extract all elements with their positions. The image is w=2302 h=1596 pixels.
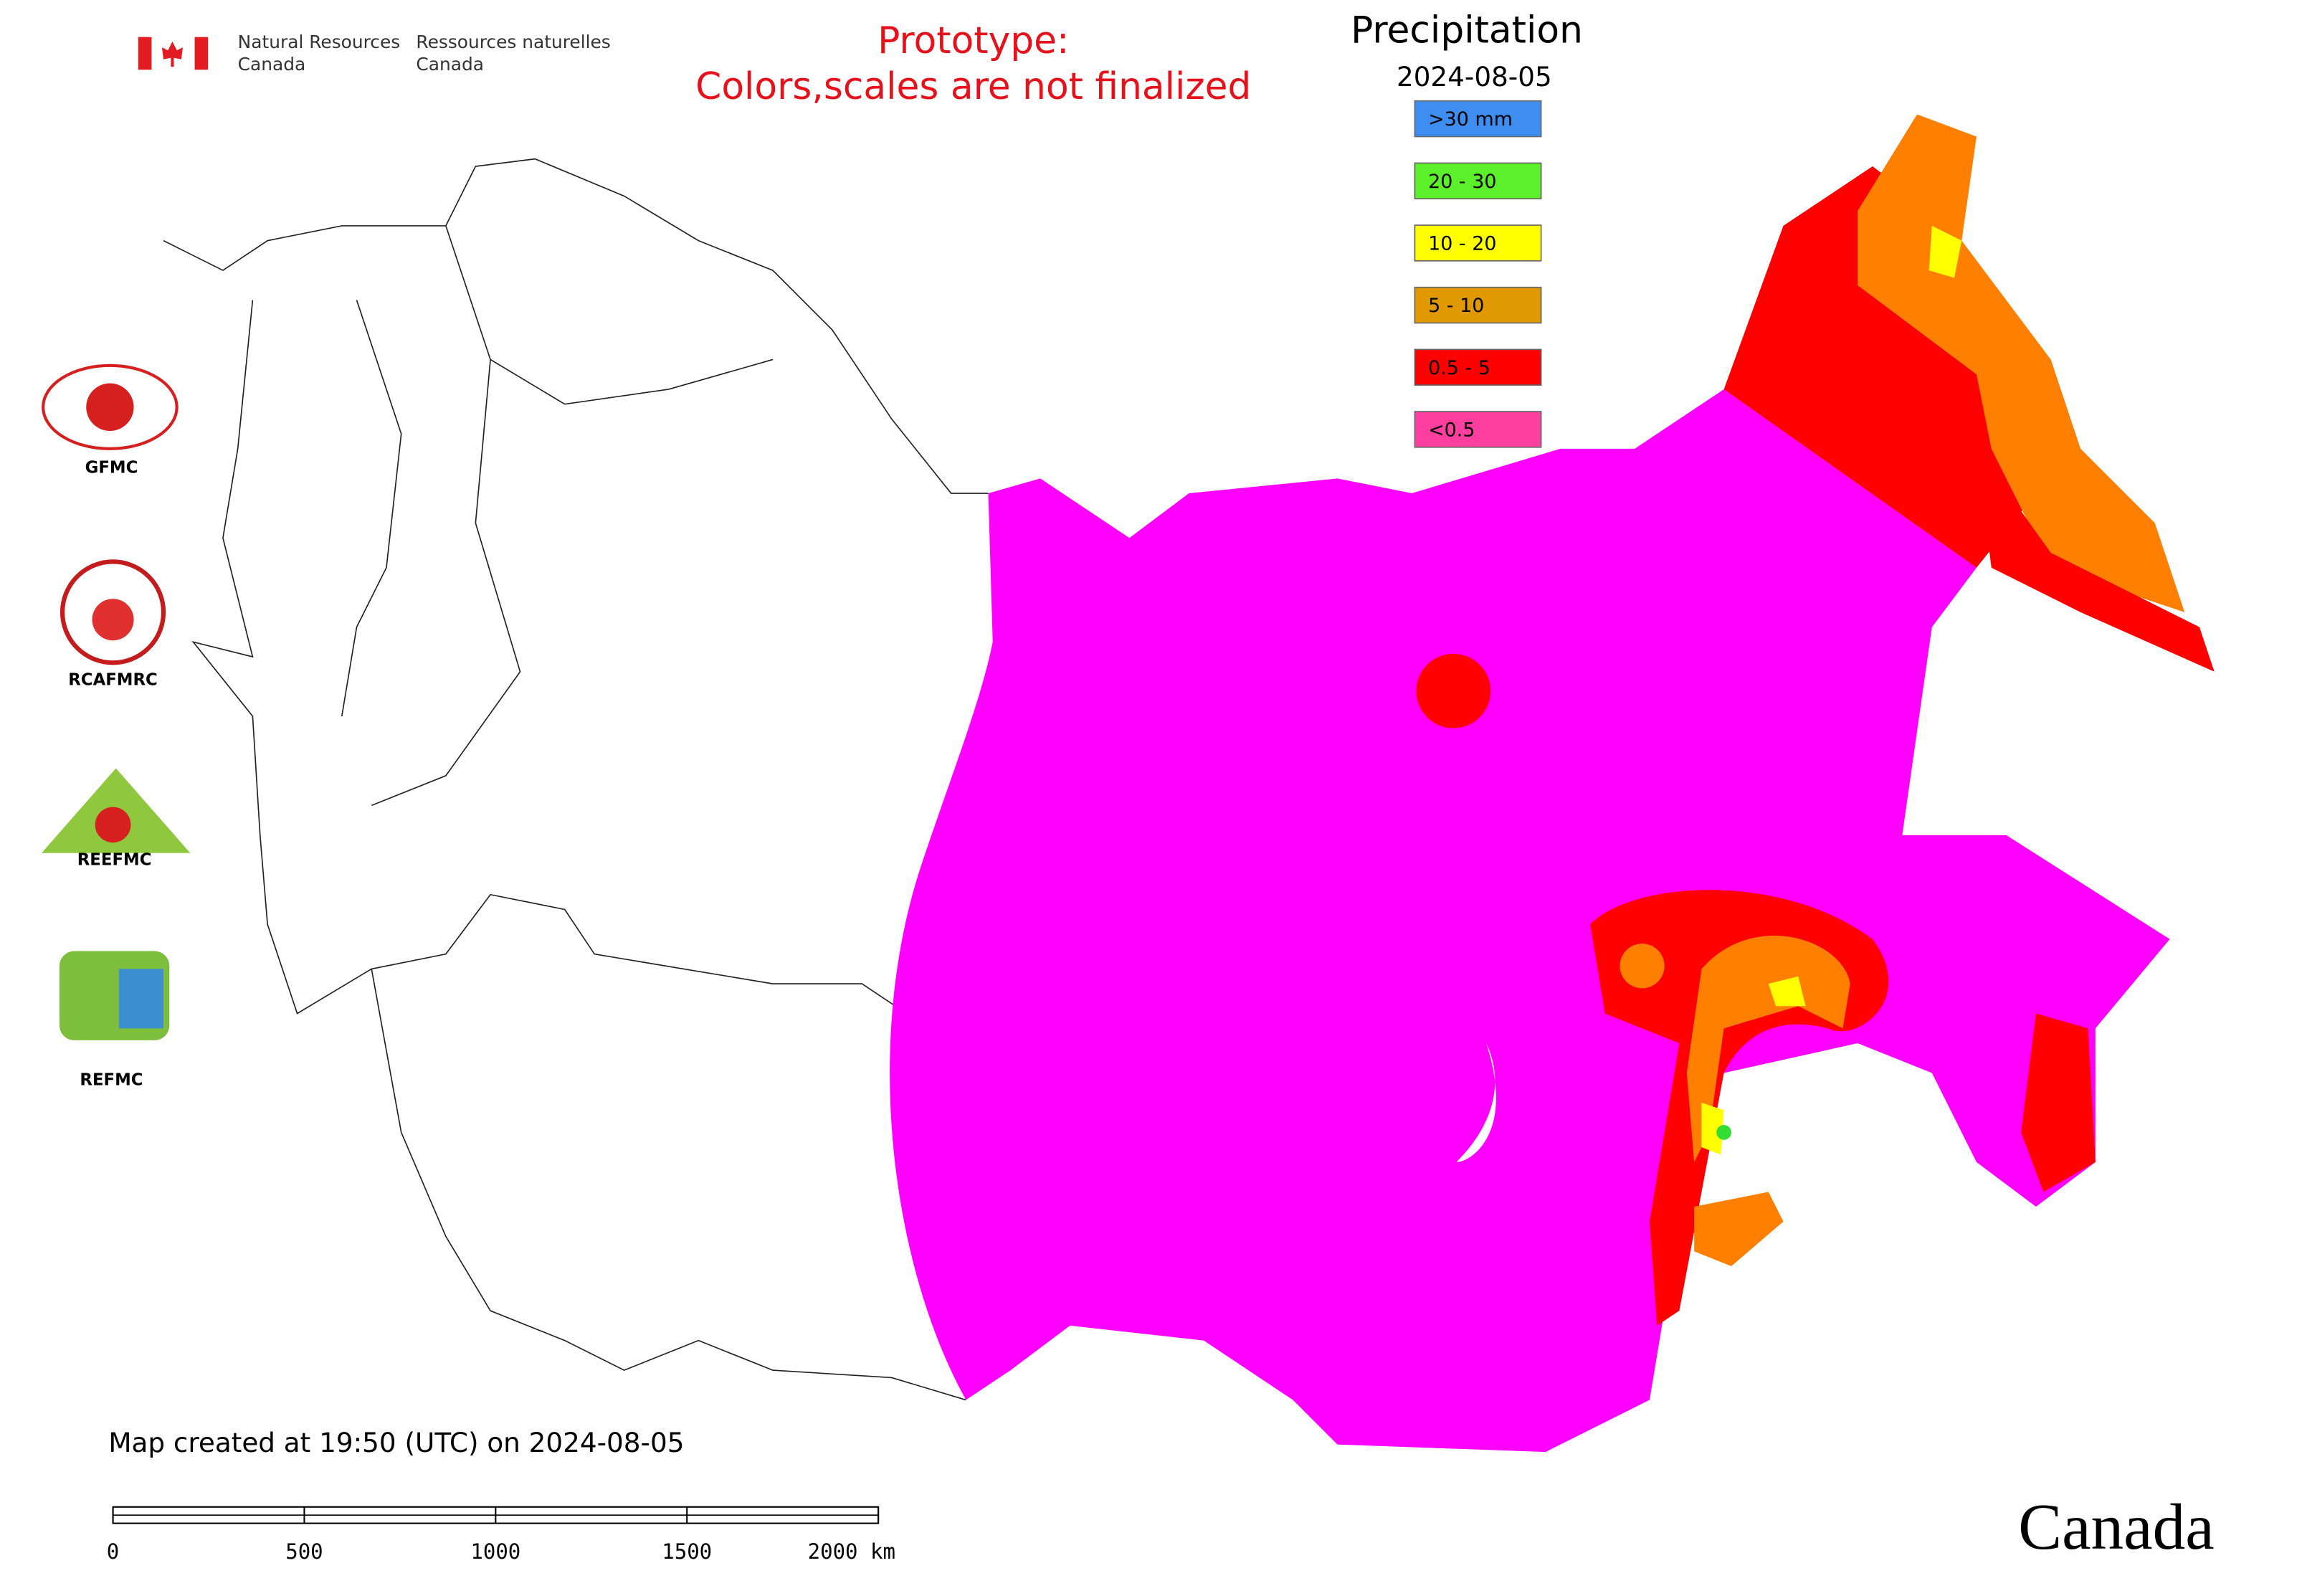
- map-area: [163, 114, 2215, 1453]
- legend-title: Precipitation: [1351, 9, 1583, 52]
- legend-swatch: [1414, 162, 1542, 200]
- logo-rcafmrc: [60, 559, 166, 665]
- notice: Prototype:: [877, 19, 1069, 62]
- scale-label: 0: [107, 1539, 119, 1564]
- dept-fr: Canada: [416, 54, 484, 75]
- scale-label: 500: [285, 1539, 323, 1564]
- logo-reefmc: [42, 768, 191, 853]
- canada-wordmark: Canada: [2018, 1491, 2214, 1563]
- dept-en: Canada: [238, 54, 306, 75]
- logo-gfmc: [42, 364, 179, 450]
- legend-label: 20 - 30: [1428, 171, 1496, 193]
- legend-swatch: [1414, 348, 1542, 386]
- scale-label: 2000 km: [808, 1539, 895, 1564]
- legend-label: 0.5 - 5: [1428, 357, 1490, 379]
- logo-refmc: [59, 951, 170, 1040]
- dept-fr: Ressources naturelles: [416, 32, 610, 52]
- legend-label: 10 - 20: [1428, 233, 1496, 255]
- legend-label: <0.5: [1428, 419, 1475, 441]
- logo-label: GFMC: [85, 458, 138, 477]
- logo-label: REFMC: [80, 1070, 143, 1089]
- legend-swatch: [1414, 100, 1542, 138]
- logo-label: REEFMC: [77, 851, 152, 870]
- canada-flag: [138, 37, 209, 70]
- scale-label: 1500: [662, 1539, 712, 1564]
- created-note: Map created at 19:50 (UTC) on 2024-08-05: [108, 1427, 684, 1458]
- legend-swatch: [1414, 411, 1542, 448]
- legend-swatch: [1414, 224, 1542, 262]
- legend-date: 2024-08-05: [1397, 61, 1552, 92]
- legend: >30 mm 20 - 30 10 - 20 5 - 10 0.5 - 5 <0.5: [1414, 100, 1542, 448]
- legend-swatch: [1414, 286, 1542, 324]
- scale-bar: 0 500 1000 1500 2000 km: [107, 1506, 895, 1564]
- logo-label: RCAFMRC: [68, 671, 157, 690]
- scale-label: 1000: [470, 1539, 520, 1564]
- dept-en: Natural Resources: [238, 32, 401, 52]
- legend-label: 5 - 10: [1428, 295, 1484, 317]
- legend-label: >30 mm: [1428, 108, 1513, 130]
- notice: Colors,scales are not finalized: [695, 65, 1251, 108]
